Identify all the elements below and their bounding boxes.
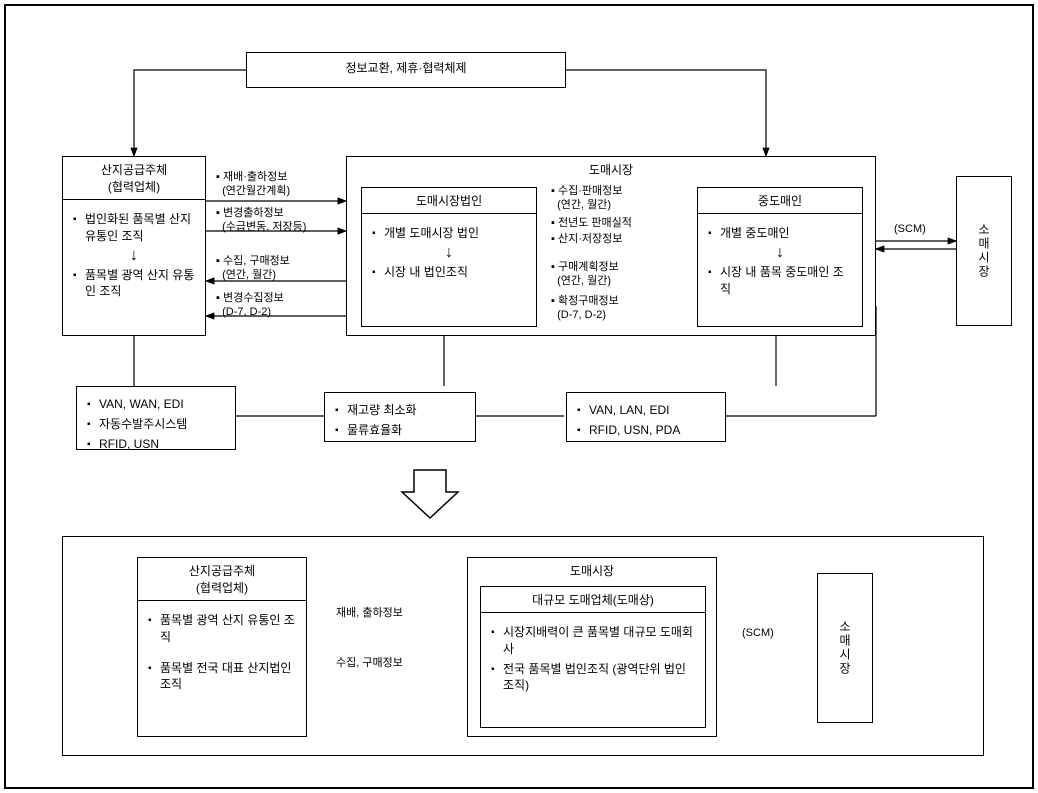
info-exchange-title: 정보교환, 제휴·협력체제 bbox=[246, 52, 566, 88]
diagram-frame: 정보교환, 제휴·협력체제 산지공급주체 (협력업체) 법인화된 품목별 산지유… bbox=[4, 4, 1034, 789]
bottom-flow2: 수집, 구매정보 bbox=[336, 656, 403, 670]
tech-mid-1: 재고량 최소화 bbox=[335, 402, 465, 419]
down-arrow-icon: ↓ bbox=[708, 245, 852, 261]
bottom-supplier-header: 산지공급주체 (협력업체) bbox=[138, 558, 306, 601]
bottom-supplier-title2: (협력업체) bbox=[140, 579, 304, 596]
tech-mid-2: 물류효율화 bbox=[335, 422, 465, 439]
wholesale-corp-item1: 개별 도매시장 법인 bbox=[372, 225, 526, 242]
scm-label-top: (SCM) bbox=[894, 222, 926, 236]
bottom-wholesale-box: 도매시장 대규모 도매업체(도매상) 시장지배력이 큰 품목별 대규모 도매회사… bbox=[467, 557, 717, 737]
large-wholesaler-item2: 전국 품목별 법인조직 (광역단위 법인조직) bbox=[491, 661, 695, 695]
wholesale-market-header: 도매시장 bbox=[347, 157, 875, 182]
flow-collect-sales: ▪ 수집·판매정보 (연간, 월간) bbox=[551, 184, 622, 213]
tech-mid-box: 재고량 최소화 물류효율화 bbox=[324, 392, 476, 442]
supplier-title1: 산지공급주체 bbox=[65, 161, 203, 178]
flow-prev-year: ▪ 전년도 판매실적 bbox=[551, 216, 632, 230]
bottom-scm-label: (SCM) bbox=[742, 626, 774, 640]
tech-left-box: VAN, WAN, EDI 자동수발주시스템 RFID, USN bbox=[76, 386, 236, 450]
flow-collect-purchase: ▪ 수집, 구매정보 (연간, 월간) bbox=[216, 254, 290, 283]
retail-label: 소매시장 bbox=[976, 223, 993, 279]
large-wholesaler-header: 대규모 도매업체(도매상) bbox=[481, 587, 705, 613]
bottom-retail-label: 소매시장 bbox=[837, 620, 854, 676]
wholesale-corp-box: 도매시장법인 개별 도매시장 법인 ↓ 시장 내 법인조직 bbox=[361, 187, 537, 327]
tech-left-2: 자동수발주시스템 bbox=[87, 416, 225, 433]
bottom-supplier-item2: 품목별 전국 대표 산지법인조직 bbox=[148, 660, 296, 694]
big-down-arrow-icon bbox=[400, 466, 460, 522]
middleman-box: 중도매인 개별 중도매인 ↓ 시장 내 품목 중도매인 조직 bbox=[697, 187, 863, 327]
wholesale-corp-header: 도매시장법인 bbox=[362, 188, 536, 214]
tech-right-1: VAN, LAN, EDI bbox=[577, 402, 715, 419]
bottom-wholesale-header: 도매시장 bbox=[468, 558, 716, 583]
supplier-box: 산지공급주체 (협력업체) 법인화된 품목별 산지유통인 조직 ↓ 품목별 광역… bbox=[62, 156, 206, 336]
large-wholesaler-item1: 시장지배력이 큰 품목별 대규모 도매회사 bbox=[491, 624, 695, 658]
down-arrow-icon: ↓ bbox=[372, 245, 526, 261]
middleman-item2: 시장 내 품목 중도매인 조직 bbox=[708, 264, 852, 298]
bottom-supplier-item1: 품목별 광역 산지 유통인 조직 bbox=[148, 612, 296, 646]
wholesale-market-title: 도매시장 bbox=[589, 163, 633, 177]
bottom-supplier-title1: 산지공급주체 bbox=[140, 562, 304, 579]
supplier-title2: (협력업체) bbox=[65, 178, 203, 195]
bottom-flow1: 재배, 출하정보 bbox=[336, 606, 403, 620]
middleman-item1: 개별 중도매인 bbox=[708, 225, 852, 242]
flow-origin-storage: ▪ 산지·저장정보 bbox=[551, 232, 622, 246]
info-exchange-label: 정보교환, 제휴·협력체제 bbox=[345, 61, 466, 75]
large-wholesaler-box: 대규모 도매업체(도매상) 시장지배력이 큰 품목별 대규모 도매회사 전국 품… bbox=[480, 586, 706, 728]
bottom-frame: 산지공급주체 (협력업체) 품목별 광역 산지 유통인 조직 품목별 전국 대표… bbox=[62, 536, 984, 756]
flow-purchase-plan: ▪ 구매계획정보 (연간, 월간) bbox=[551, 260, 619, 289]
tech-left-1: VAN, WAN, EDI bbox=[87, 396, 225, 413]
tech-left-3: RFID, USN bbox=[87, 436, 225, 453]
bottom-supplier-content: 품목별 광역 산지 유통인 조직 품목별 전국 대표 산지법인조직 bbox=[138, 601, 306, 704]
wholesale-corp-content: 개별 도매시장 법인 ↓ 시장 내 법인조직 bbox=[362, 214, 536, 292]
middleman-header: 중도매인 bbox=[698, 188, 862, 214]
middleman-content: 개별 중도매인 ↓ 시장 내 품목 중도매인 조직 bbox=[698, 214, 862, 308]
wholesale-corp-item2: 시장 내 법인조직 bbox=[372, 264, 526, 281]
supplier-item2: 품목별 광역 산지 유통인 조직 bbox=[73, 267, 195, 301]
middleman-title: 중도매인 bbox=[758, 194, 802, 208]
flow-change-collect: ▪ 변경수집정보 (D-7, D-2) bbox=[216, 291, 284, 320]
bottom-wholesale-title: 도매시장 bbox=[570, 564, 614, 578]
tech-right-2: RFID, USN, PDA bbox=[577, 422, 715, 439]
tech-right-box: VAN, LAN, EDI RFID, USN, PDA bbox=[566, 392, 726, 442]
supplier-header: 산지공급주체 (협력업체) bbox=[63, 157, 205, 200]
bottom-retail-box: 소매시장 bbox=[817, 573, 873, 723]
large-wholesaler-content: 시장지배력이 큰 품목별 대규모 도매회사 전국 품목별 법인조직 (광역단위 … bbox=[481, 613, 705, 705]
flow-confirmed-purchase: ▪ 확정구매정보 (D-7, D-2) bbox=[551, 294, 619, 323]
flow-change-ship: ▪ 변경출하정보 (수급변동, 저장등) bbox=[216, 206, 306, 235]
large-wholesaler-title: 대규모 도매업체(도매상) bbox=[532, 593, 654, 607]
retail-box: 소매시장 bbox=[956, 176, 1012, 326]
down-arrow-icon: ↓ bbox=[73, 248, 195, 264]
supplier-item1: 법인화된 품목별 산지유통인 조직 bbox=[73, 211, 195, 245]
supplier-content: 법인화된 품목별 산지유통인 조직 ↓ 품목별 광역 산지 유통인 조직 bbox=[63, 200, 205, 311]
bottom-supplier-box: 산지공급주체 (협력업체) 품목별 광역 산지 유통인 조직 품목별 전국 대표… bbox=[137, 557, 307, 737]
flow-cultivation-ship: ▪ 재배·출하정보 (연간월간계획) bbox=[216, 170, 290, 199]
wholesale-corp-title: 도매시장법인 bbox=[416, 194, 482, 208]
